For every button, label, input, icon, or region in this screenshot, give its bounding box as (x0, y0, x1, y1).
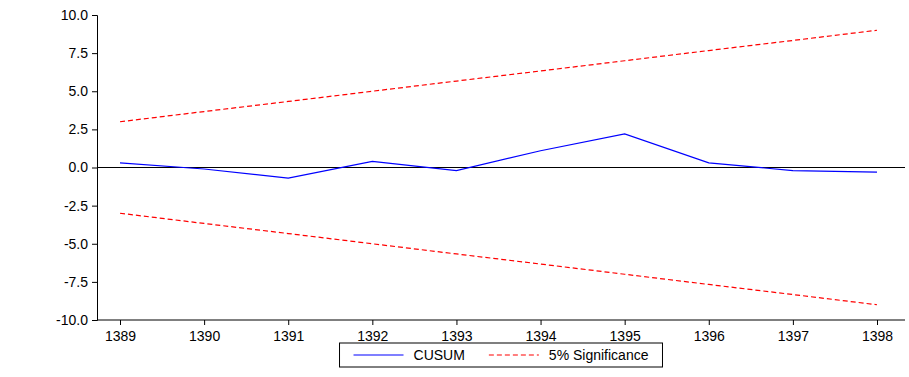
x-axis: 1389 1390 1391 1392 1393 1394 1395 1396 1397 1398 (97, 320, 905, 344)
x-tick: 1397 (778, 320, 809, 344)
x-tick-mark (541, 320, 542, 325)
y-tick-label: 10.0 (61, 7, 88, 23)
y-axis-line (92, 16, 98, 321)
x-tick: 1395 (610, 320, 641, 344)
x-tick-mark (204, 320, 205, 325)
y-tick-mark (92, 206, 97, 207)
y-tick: 2.5 (69, 121, 97, 137)
y-tick-label: -7.5 (64, 274, 88, 290)
x-tick-mark (793, 320, 794, 325)
y-tick-label: 2.5 (69, 121, 89, 137)
y-axis: -10.0 -7.5 -5.0 -2.5 0.0 2.5 5.0 7.5 10.0 (56, 7, 97, 328)
x-tick-mark (120, 320, 121, 325)
y-tick-label: -5.0 (64, 236, 88, 252)
x-tick-label: 1390 (189, 328, 220, 344)
legend: CUSUM 5% Significance (340, 343, 663, 367)
cusum-line (120, 134, 877, 178)
x-tick-label: 1392 (357, 328, 388, 344)
x-axis-line (97, 320, 905, 321)
y-tick-label: 5.0 (69, 83, 89, 99)
y-tick-label: 7.5 (69, 45, 89, 61)
y-tick: 0.0 (69, 159, 97, 175)
legend-label: 5% Significance (549, 347, 649, 363)
x-tick-mark (372, 320, 373, 325)
y-tick-mark (92, 91, 97, 92)
upper-bound-line (120, 30, 877, 122)
x-tick-mark (625, 320, 626, 325)
x-tick: 1392 (357, 320, 388, 344)
x-tick-mark (456, 320, 457, 325)
y-tick-mark (92, 244, 97, 245)
x-tick-label: 1391 (273, 328, 304, 344)
y-tick-mark (92, 282, 97, 283)
y-tick: -7.5 (64, 274, 97, 290)
chart: -10.0 -7.5 -5.0 -2.5 0.0 2.5 5.0 7.5 10.0 1389 139… (0, 0, 909, 377)
x-tick-label: 1398 (862, 328, 893, 344)
x-tick: 1390 (189, 320, 220, 344)
x-tick-label: 1394 (525, 328, 556, 344)
legend-box (340, 343, 663, 367)
y-tick-label: -2.5 (64, 198, 88, 214)
y-tick: -2.5 (64, 198, 97, 214)
legend-item: CUSUM (354, 347, 465, 363)
y-tick-mark (92, 320, 97, 321)
x-tick-label: 1393 (441, 328, 472, 344)
x-tick-label: 1395 (610, 328, 641, 344)
x-tick: 1393 (441, 320, 472, 344)
y-tick-mark (92, 15, 97, 16)
lower-bound-line (120, 213, 877, 305)
x-tick: 1394 (525, 320, 556, 344)
y-tick-mark (92, 129, 97, 130)
legend-label: CUSUM (414, 347, 465, 363)
y-tick-label: -10.0 (56, 312, 88, 328)
legend-swatch (354, 354, 404, 355)
legend-swatch (489, 354, 539, 355)
y-tick: -5.0 (64, 236, 97, 252)
y-tick: -10.0 (56, 312, 97, 328)
y-tick-label: 0.0 (69, 159, 89, 175)
y-tick: 5.0 (69, 83, 97, 99)
y-tick-mark (92, 168, 97, 169)
legend-item: 5% Significance (489, 347, 649, 363)
x-tick: 1391 (273, 320, 304, 344)
x-tick: 1398 (862, 320, 893, 344)
x-tick-label: 1389 (105, 328, 136, 344)
x-tick-label: 1396 (694, 328, 725, 344)
zero-line (97, 167, 905, 168)
plot-area (120, 30, 877, 305)
y-tick: 7.5 (69, 45, 97, 61)
y-tick-mark (92, 53, 97, 54)
x-tick: 1396 (694, 320, 725, 344)
x-tick-mark (288, 320, 289, 325)
x-tick-label: 1397 (778, 328, 809, 344)
x-tick-mark (877, 320, 878, 325)
y-tick: 10.0 (61, 7, 97, 23)
x-tick-mark (709, 320, 710, 325)
x-tick: 1389 (105, 320, 136, 344)
